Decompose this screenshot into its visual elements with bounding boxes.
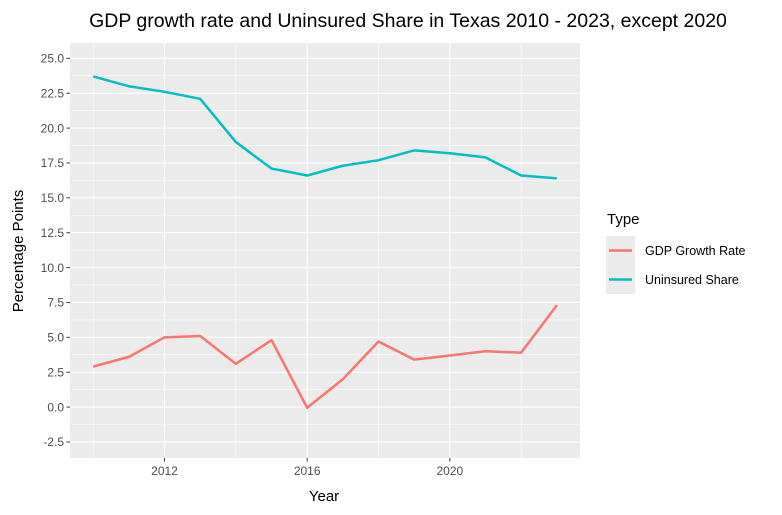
x-axis-title: Year <box>309 488 339 505</box>
y-tick-label: 2.5 <box>47 365 64 379</box>
legend-label: GDP Growth Rate <box>645 244 746 258</box>
x-axis: 2012 2016 2020 <box>151 458 463 478</box>
y-tick-label: 25.0 <box>41 52 65 66</box>
y-tick-label: -2.5 <box>43 435 64 449</box>
series-line-2 <box>92 75 557 180</box>
legend-item: GDP Growth Rate <box>606 236 746 265</box>
y-tick-label: 20.0 <box>41 121 65 135</box>
y-axis-title: Percentage Points <box>10 190 27 313</box>
y-tick-label: 5.0 <box>47 331 64 345</box>
legend-label: Uninsured Share <box>645 273 739 287</box>
y-axis: -2.5 0.0 2.5 5.0 7.5 10.0 12.5 15.0 17.5 20.0 22.5… <box>41 52 70 449</box>
x-tick-label: 2012 <box>151 464 178 478</box>
y-tick-label: 15.0 <box>41 191 65 205</box>
series-line-1 <box>92 304 558 410</box>
legend-item: Uninsured Share <box>606 265 739 294</box>
y-tick-label: 7.5 <box>47 296 64 310</box>
minor-gridlines <box>70 43 580 458</box>
y-tick-label: 0.0 <box>47 400 64 414</box>
major-gridlines <box>70 43 580 458</box>
y-tick-label: 22.5 <box>41 86 65 100</box>
series-lines <box>92 75 558 410</box>
y-tick-label: 12.5 <box>41 226 65 240</box>
legend-title: Type <box>607 211 640 228</box>
chart-title: GDP growth rate and Uninsured Share in T… <box>89 10 727 32</box>
x-tick-label: 2016 <box>294 464 321 478</box>
y-tick-label: 10.0 <box>41 261 65 275</box>
y-tick-label: 17.5 <box>41 156 65 170</box>
legend: Type GDP Growth Rate Uninsured Share <box>606 211 746 294</box>
plot-panel <box>70 43 580 458</box>
x-tick-label: 2020 <box>436 464 463 478</box>
